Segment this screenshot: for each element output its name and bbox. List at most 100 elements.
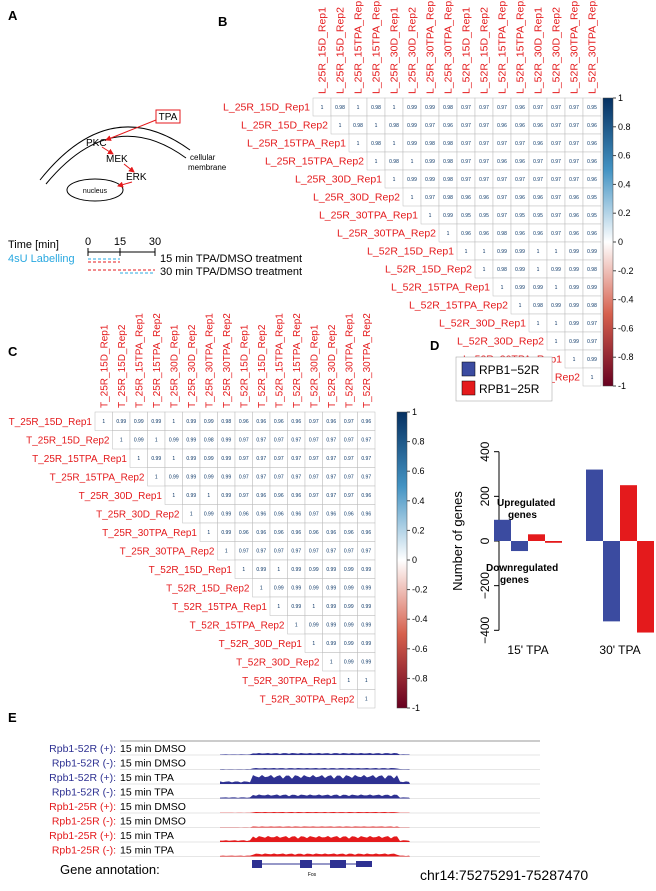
panel-label: A: [8, 8, 18, 23]
cell-value: 0.97: [479, 177, 489, 183]
column-label: T_52R_30D_Rep2: [327, 324, 338, 408]
row-label: L_25R_15D_Rep1: [223, 102, 310, 114]
cell-value: 0.97: [361, 549, 371, 555]
cell-value: 0.96: [569, 231, 579, 237]
cell-value: 0.99: [515, 285, 525, 291]
colorbar-tick-label: -1: [618, 381, 626, 391]
cell-value: 0.97: [533, 105, 543, 111]
cell-value: 0.96: [239, 512, 249, 518]
row-label: T_52R_15D_Rep2: [166, 583, 250, 594]
cell-value: 0.99: [256, 567, 266, 573]
column-label: T_25R_15TPA_Rep2: [152, 313, 163, 408]
cell-value: 0.98: [587, 267, 597, 273]
colorbar: [396, 411, 408, 709]
cell-value: 1: [555, 249, 558, 255]
y-tick-label: 200: [478, 486, 492, 506]
colorbar-tick-label: 0.6: [618, 151, 631, 161]
cell-value: 0.97: [256, 475, 266, 481]
row-label: T_25R_15D_Rep1: [9, 417, 93, 428]
cell-value: 1: [555, 285, 558, 291]
colorbar-tick-label: -1: [412, 703, 420, 713]
cell-value: 0.98: [533, 303, 543, 309]
cell-value: 0.97: [497, 213, 507, 219]
cell-value: 0.99: [361, 604, 371, 610]
cell-value: 0.99: [204, 456, 214, 462]
cell-value: 0.99: [361, 641, 371, 647]
column-label: L_52R_15TPA_Rep2: [515, 0, 527, 94]
cell-value: 1: [225, 549, 228, 555]
cell-value: 0.97: [551, 123, 561, 129]
column-label: T_52R_30D_Rep1: [309, 324, 320, 408]
cell-value: 0.96: [256, 512, 266, 518]
cell-value: 1: [429, 213, 432, 219]
cell-value: 0.97: [309, 512, 319, 518]
cell-value: 1: [207, 493, 210, 499]
cell-value: 0.97: [239, 475, 249, 481]
cell-value: 0.96: [515, 231, 525, 237]
cell-value: 0.96: [569, 195, 579, 201]
colorbar-tick-label: 1: [412, 407, 417, 417]
cell-value: 0.96: [291, 419, 301, 425]
cell-value: 0.99: [407, 177, 417, 183]
cell-value: 0.97: [461, 159, 471, 165]
cell-value: 0.95: [461, 213, 471, 219]
cell-value: 0.99: [533, 285, 543, 291]
row-label: T_52R_15TPA_Rep2: [190, 620, 285, 631]
time-label: Time [min]: [8, 239, 59, 251]
treatment-label: 15 min TPA/DMSO treatment: [160, 253, 302, 265]
cell-value: 0.97: [291, 456, 301, 462]
column-label: L_25R_30TPA_Rep2: [443, 0, 455, 94]
cell-value: 0.99: [344, 586, 354, 592]
exon: [252, 860, 262, 868]
annotation: Upregulated: [497, 498, 555, 509]
bar: [637, 541, 654, 633]
cell: [357, 689, 376, 709]
row-label: L_52R_30D_Rep1: [439, 318, 526, 330]
track-sample: Rpb1-52R (+):: [49, 772, 116, 784]
cell-value: 0.99: [587, 357, 597, 363]
cell-value: 0.99: [309, 567, 319, 573]
cell-value: 1: [375, 159, 378, 165]
cell-value: 0.96: [587, 159, 597, 165]
exon: [330, 860, 346, 868]
cell-value: 0.99: [515, 267, 525, 273]
cell-value: 0.99: [443, 213, 453, 219]
cell-value: 1: [137, 456, 140, 462]
cell-value: 0.96: [533, 141, 543, 147]
cell-value: 1: [393, 141, 396, 147]
cell-value: 0.97: [256, 549, 266, 555]
cell-value: 0.96: [587, 141, 597, 147]
cell-value: 0.99: [291, 567, 301, 573]
cell-value: 0.97: [344, 475, 354, 481]
colorbar-tick-label: 0.8: [618, 122, 631, 132]
cell-value: 1: [172, 456, 175, 462]
arrow: [105, 119, 157, 141]
cell-value: 0.96: [461, 195, 471, 201]
nucleus-label: nucleus: [83, 188, 108, 195]
cell-value: 0.97: [461, 141, 471, 147]
column-label: L_25R_30TPA_Rep1: [425, 0, 437, 94]
annotation: genes: [508, 510, 537, 521]
track-sample: Rpb1-52R (+):: [49, 743, 116, 755]
cell-value: 1: [357, 105, 360, 111]
cell-value: 0.95: [533, 213, 543, 219]
row-label: T_25R_15TPA_Rep1: [32, 454, 127, 465]
cell-value: 1: [277, 604, 280, 610]
mek-label: MEK: [106, 154, 128, 165]
track-condition: 15 min DMSO: [120, 758, 186, 770]
cell-value: 0.99: [116, 419, 126, 425]
cell-value: 0.97: [291, 475, 301, 481]
cell-value: 0.99: [186, 419, 196, 425]
cell-value: 0.99: [361, 586, 371, 592]
cell-value: 0.99: [186, 493, 196, 499]
cell-value: 0.96: [515, 159, 525, 165]
cell-value: 0.99: [361, 567, 371, 573]
y-tick-label: −400: [478, 616, 492, 643]
column-label: L_25R_30D_Rep1: [389, 7, 401, 94]
cell-value: 0.97: [309, 549, 319, 555]
row-label: T_52R_15D_Rep1: [149, 565, 233, 576]
cell-value: 0.99: [587, 285, 597, 291]
track-signal: [220, 775, 410, 784]
colorbar-tick-label: 1: [618, 93, 623, 103]
cell-value: 0.99: [497, 249, 507, 255]
